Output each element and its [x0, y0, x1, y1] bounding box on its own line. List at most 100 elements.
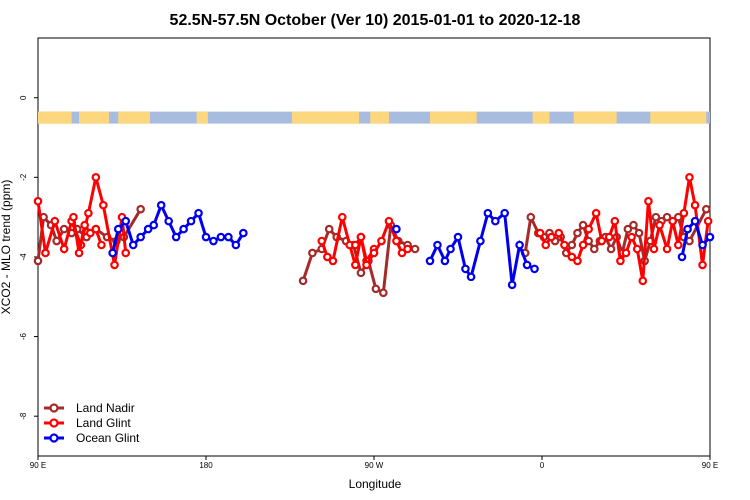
- y-axis: 0 -2 -4 -6 -8: [19, 95, 38, 420]
- data-point: [50, 216, 60, 226]
- data-point: [99, 200, 108, 210]
- data-point: [655, 220, 664, 230]
- data-point: [453, 232, 463, 242]
- x-tick-label: 180: [199, 461, 213, 470]
- data-point: [466, 272, 476, 282]
- chart-title: 52.5N-57.5N October (Ver 10) 2015-01-01 …: [170, 12, 581, 29]
- data-point: [91, 224, 101, 234]
- data-point: [69, 212, 78, 222]
- data-point: [507, 280, 517, 290]
- y-tick-label: -2: [19, 173, 28, 181]
- data-point: [491, 216, 500, 226]
- x-axis-label: Longitude: [349, 477, 402, 491]
- data-point: [535, 228, 545, 238]
- map-strip-land: [650, 111, 707, 124]
- map-strip-land: [573, 111, 617, 124]
- data-point: [627, 232, 636, 242]
- data-point: [403, 244, 412, 254]
- y-tick-label: -8: [19, 412, 28, 420]
- map-strip-land: [79, 111, 109, 124]
- data-point: [379, 288, 388, 298]
- data-point: [410, 244, 420, 254]
- legend-swatch-marker: [49, 418, 59, 428]
- data-point: [171, 232, 181, 242]
- data-point: [433, 240, 442, 250]
- data-point: [560, 240, 569, 250]
- data-point: [623, 224, 633, 234]
- data-point: [216, 232, 226, 242]
- data-point: [317, 236, 327, 246]
- data-point: [677, 252, 687, 262]
- data-point: [616, 256, 625, 266]
- data-point: [356, 232, 366, 242]
- data-point: [629, 220, 638, 230]
- data-point: [136, 204, 145, 214]
- map-strip: [38, 111, 710, 124]
- data-point: [567, 252, 577, 262]
- data-point: [392, 224, 401, 234]
- data-point: [143, 224, 153, 234]
- map-strip-land: [370, 111, 389, 124]
- data-point: [136, 232, 145, 242]
- data-point: [584, 224, 593, 234]
- data-point: [573, 256, 582, 266]
- x-tick-label: 90 W: [365, 461, 384, 470]
- data-point: [500, 208, 509, 218]
- data-point: [662, 212, 672, 222]
- data-point: [121, 216, 131, 226]
- data-point: [634, 228, 644, 238]
- data-point: [701, 204, 711, 214]
- data-point: [683, 224, 692, 234]
- data-point: [59, 224, 69, 234]
- data-point: [649, 244, 659, 254]
- data-point: [308, 248, 317, 258]
- data-point: [604, 232, 614, 242]
- data-point: [446, 244, 455, 254]
- data-point: [362, 260, 371, 270]
- data-point: [591, 208, 601, 218]
- data-point: [231, 240, 241, 250]
- data-point: [356, 268, 366, 278]
- y-tick-label: -6: [19, 332, 28, 340]
- data-point: [80, 220, 89, 230]
- data-point: [567, 240, 577, 250]
- data-point: [651, 212, 661, 222]
- data-point: [679, 208, 689, 218]
- x-tick-label: 90 E: [702, 461, 718, 470]
- data-point: [690, 216, 700, 226]
- data-point: [554, 228, 564, 238]
- data-point: [84, 208, 93, 218]
- legend-label: Ocean Glint: [76, 431, 140, 445]
- data-point: [573, 228, 582, 238]
- data-point: [621, 248, 631, 258]
- data-point: [578, 220, 588, 230]
- y-tick-label: -4: [19, 253, 28, 261]
- data-point: [698, 260, 707, 270]
- data-point: [522, 260, 532, 270]
- data-point: [685, 236, 694, 246]
- data-point: [156, 200, 166, 210]
- data-point: [351, 240, 360, 250]
- legend-label: Land Glint: [76, 416, 131, 430]
- data-point: [384, 216, 394, 226]
- data-point: [610, 216, 620, 226]
- data-point: [128, 240, 138, 250]
- data-point: [578, 240, 588, 250]
- data-point: [377, 236, 386, 246]
- data-point: [705, 232, 715, 242]
- data-point: [461, 264, 470, 274]
- data-point: [108, 248, 117, 258]
- data-point: [632, 244, 642, 254]
- data-point: [673, 212, 683, 222]
- data-point: [425, 256, 435, 266]
- legend-swatch-marker: [49, 403, 59, 413]
- map-strip-land: [196, 111, 208, 124]
- data-point: [698, 240, 707, 250]
- data-point: [74, 248, 84, 258]
- data-point: [328, 256, 338, 266]
- data-point: [690, 200, 700, 210]
- data-point: [121, 248, 131, 258]
- data-point: [186, 216, 196, 226]
- data-point: [41, 248, 50, 258]
